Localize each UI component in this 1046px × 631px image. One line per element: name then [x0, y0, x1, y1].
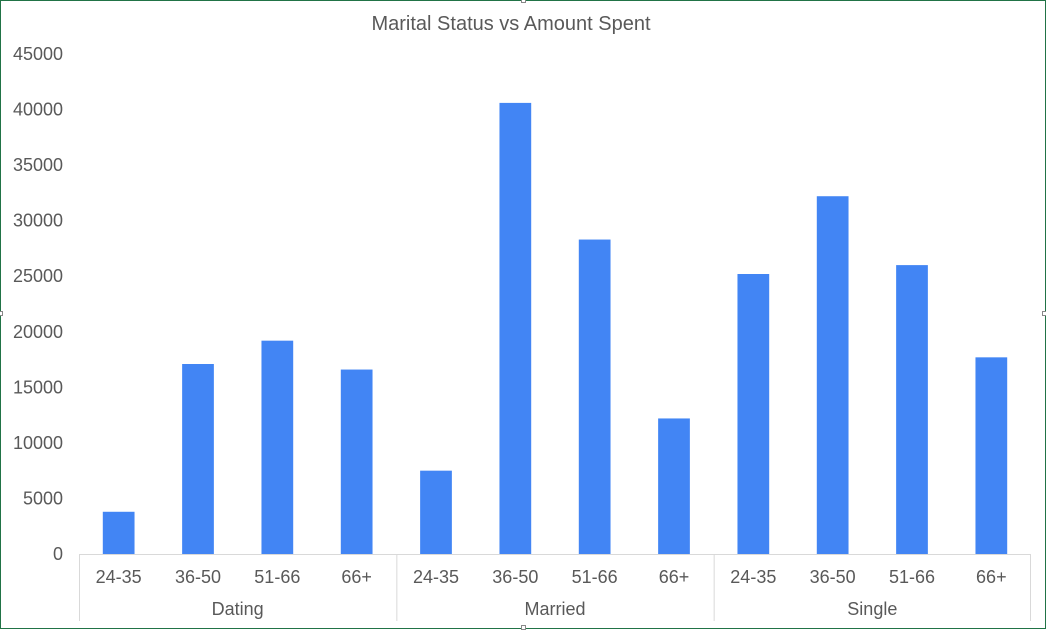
x-tick-label: 51-66 — [889, 567, 935, 587]
x-tick-label: 36-50 — [175, 567, 221, 587]
bars — [102, 102, 1008, 555]
bar-married-36-50 — [499, 102, 532, 554]
group-label-dating: Dating — [212, 599, 264, 619]
y-tick-label: 30000 — [13, 211, 63, 231]
bar-married-24-35 — [420, 470, 452, 554]
resize-handle-bottom[interactable] — [521, 625, 526, 630]
x-axis: 24-35 36-50 51-66 66+ Dating 24-35 36-50 51-66 6… — [79, 554, 1031, 621]
y-tick-label: 20000 — [13, 322, 63, 342]
bar-married-66+ — [658, 418, 690, 554]
y-tick-label: 5000 — [23, 488, 63, 508]
x-tick-label: 24-35 — [96, 567, 142, 587]
chart-title: Marital Status vs Amount Spent — [371, 13, 650, 35]
x-tick-label: 66+ — [341, 567, 372, 587]
y-tick-label: 0 — [53, 544, 63, 564]
resize-handle-right[interactable] — [1042, 311, 1046, 316]
x-tick-label: 24-35 — [730, 567, 776, 587]
group-label-single: Single — [847, 599, 897, 619]
bar-single-51-66 — [896, 265, 928, 554]
bar-dating-24-35 — [102, 511, 135, 554]
x-tick-label: 51-66 — [254, 567, 300, 587]
bar-single-36-50 — [816, 196, 849, 554]
bar-dating-51-66 — [261, 340, 294, 554]
y-tick-label: 40000 — [13, 100, 63, 120]
x-tick-label: 24-35 — [413, 567, 459, 587]
resize-handle-top[interactable] — [521, 0, 526, 3]
bar-single-66+ — [975, 357, 1008, 554]
y-tick-label: 25000 — [13, 266, 63, 286]
y-tick-label: 15000 — [13, 377, 63, 397]
x-tick-label: 66+ — [659, 567, 690, 587]
x-tick-label: 51-66 — [572, 567, 618, 587]
bar-dating-66+ — [340, 369, 373, 554]
x-tick-label: 66+ — [976, 567, 1007, 587]
x-tick-label: 36-50 — [492, 567, 538, 587]
bar-dating-36-50 — [182, 364, 214, 554]
bar-married-51-66 — [578, 239, 611, 555]
y-tick-label: 35000 — [13, 155, 63, 175]
bar-single-24-35 — [737, 274, 770, 554]
y-tick-label: 45000 — [13, 44, 63, 64]
y-tick-label: 10000 — [13, 433, 63, 453]
resize-handle-left[interactable] — [0, 311, 3, 316]
x-tick-label: 36-50 — [810, 567, 856, 587]
y-axis: 0 5000 10000 15000 20000 25000 30000 35000 40000… — [13, 44, 63, 564]
group-label-married: Married — [524, 599, 585, 619]
